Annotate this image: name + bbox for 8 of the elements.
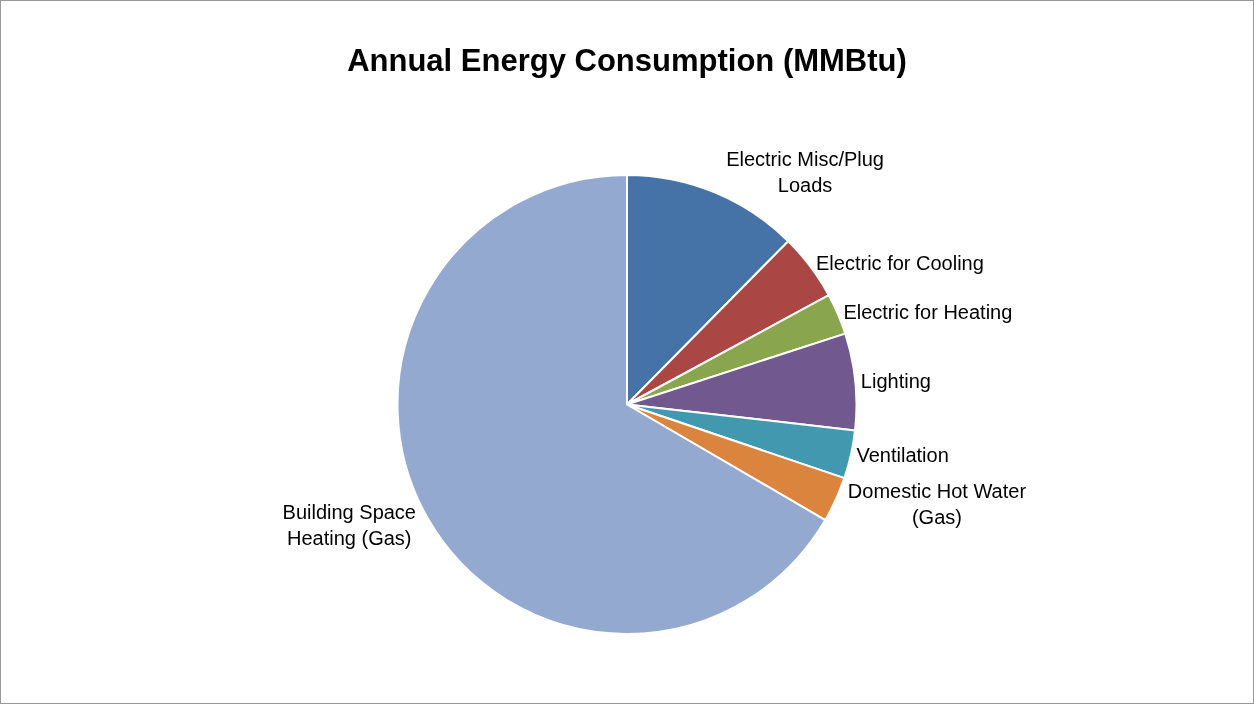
- slice-label: Electric for Heating: [843, 301, 1013, 324]
- slice-label: Lighting: [860, 370, 931, 393]
- slice-label: Electric Misc/Plug Loads: [726, 147, 884, 196]
- slice-label: Electric for Cooling: [816, 251, 984, 274]
- slice-label: Ventilation: [856, 444, 949, 467]
- chart-title: Annual Energy Consumption (MMBtu): [347, 42, 907, 78]
- slice-label: Domestic Hot Water (Gas): [847, 479, 1027, 528]
- slice-label: Building Space Heating (Gas): [282, 500, 417, 549]
